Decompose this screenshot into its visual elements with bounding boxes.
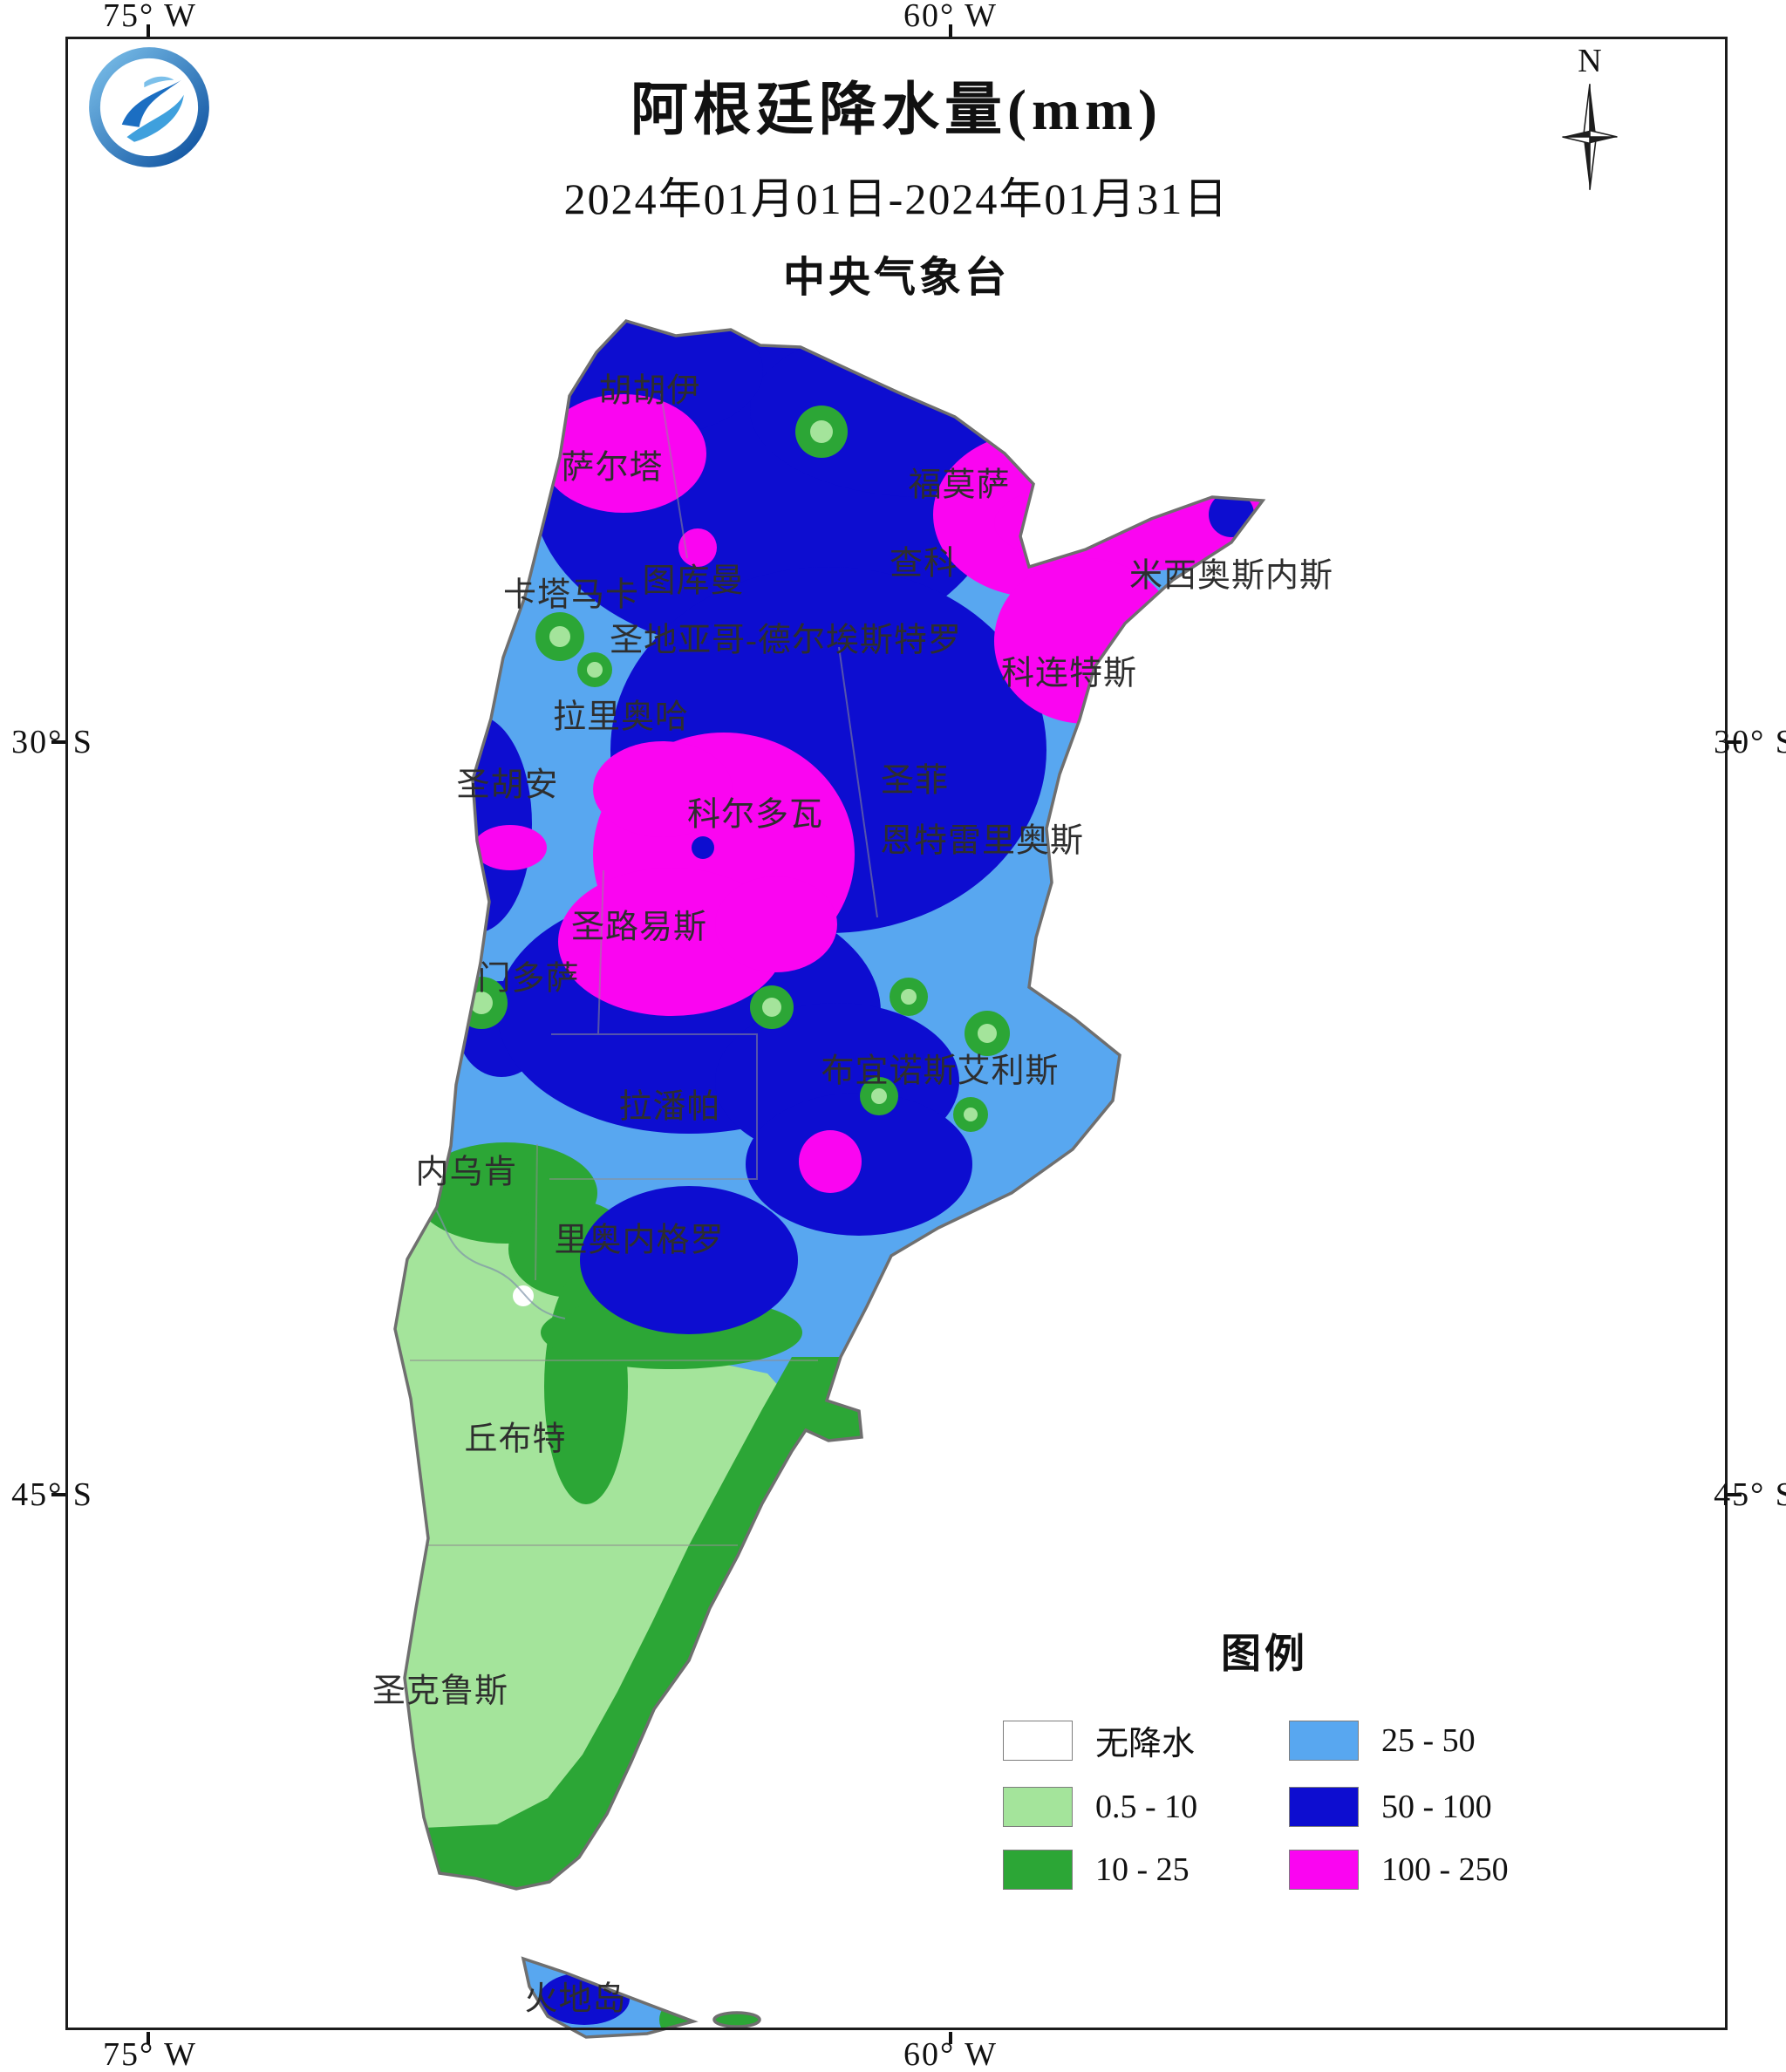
grat-label-bottom-60w: 60° W: [903, 2036, 998, 2072]
province-label-santiago-del-estero: 圣地亚哥-德尔埃斯特罗: [610, 622, 962, 659]
tick-bottom-75w: [147, 2032, 150, 2044]
province-label-buenos-aires: 布宜诺斯艾利斯: [821, 1053, 1060, 1090]
province-label-catamarca: 卡塔马卡: [502, 576, 640, 614]
green-spot-cores: [470, 420, 997, 1121]
legend-item-25-50: 25 - 50: [1289, 1716, 1535, 1764]
grat-label-right-30s: 30° S: [1714, 724, 1786, 760]
province-label-rio-negro: 里奥内格罗: [554, 1222, 725, 1259]
province-label-la-rioja: 拉里奥哈: [552, 699, 690, 736]
province-label-santa-fe: 圣菲: [880, 762, 950, 800]
grat-label-right-45s: 45° S: [1714, 1476, 1786, 1513]
tick-top-75w: [147, 24, 150, 37]
map-agency: 中央气象台: [782, 255, 1010, 301]
province-label-tucuman: 图库曼: [642, 562, 745, 600]
tick-left-30s: [51, 740, 65, 744]
legend-swatch-100-250: [1289, 1850, 1359, 1890]
province-label-jujuy: 胡胡伊: [598, 372, 701, 410]
compass-rose-icon: [1562, 84, 1618, 190]
tick-right-45s: [1728, 1493, 1742, 1496]
province-label-misiones: 米西奥斯内斯: [1128, 557, 1334, 595]
province-borders: [405, 393, 878, 1546]
title-block: 阿根廷降水量(mm) 2024年01月01日-2024年01月31日 中央气象台: [65, 63, 1728, 303]
legend-item-50-100: 50 - 100: [1289, 1787, 1535, 1827]
tick-top-60w: [949, 24, 952, 37]
legend-item-100-250: 100 - 250: [1289, 1850, 1535, 1890]
legend-label-25-50: 25 - 50: [1381, 1721, 1476, 1759]
legend-grid: 无降水 0.5 - 10 10 - 25 25 - 50 50 - 100 10…: [1003, 1716, 1526, 1890]
legend-label-0p5-10: 0.5 - 10: [1095, 1789, 1198, 1825]
province-label-entre-rios: 恩特雷里奥斯: [879, 822, 1085, 860]
legend-item-10-25: 10 - 25: [1003, 1850, 1249, 1890]
province-label-mendoza: 门多萨: [477, 960, 580, 998]
grat-label-left-30s: 30° S: [11, 724, 93, 760]
map-title: 阿根廷降水量(mm): [631, 78, 1162, 142]
legend-label-none: 无降水: [1095, 1726, 1196, 1762]
legend-label-50-100: 50 - 100: [1381, 1789, 1492, 1825]
legend-swatch-25-50: [1289, 1720, 1359, 1761]
legend-item-none: 无降水: [1003, 1716, 1249, 1764]
legend-swatch-0p5-10: [1003, 1787, 1073, 1827]
grat-label-left-45s: 45° S: [11, 1476, 93, 1513]
province-label-salta: 萨尔塔: [561, 449, 664, 487]
province-label-corrientes: 科连特斯: [1000, 655, 1138, 692]
agency-logo-icon: [89, 47, 209, 167]
province-label-chaco: 查科: [889, 545, 958, 583]
province-label-santa-cruz: 圣克鲁斯: [372, 1673, 509, 1710]
province-label-formosa: 福莫萨: [908, 467, 1011, 504]
compass-north-label: N: [1578, 43, 1602, 79]
province-label-tierra-del-fuego: 火地岛: [524, 1980, 627, 2018]
compass: N: [1542, 42, 1638, 198]
legend-item-0p5-10: 0.5 - 10: [1003, 1787, 1249, 1827]
tick-bottom-60w: [949, 2032, 952, 2044]
legend-label-10-25: 10 - 25: [1095, 1851, 1190, 1888]
province-label-san-luis: 圣路易斯: [570, 909, 708, 946]
legend: 图例 无降水 0.5 - 10 10 - 25 25 - 50 50 - 100: [1003, 1622, 1526, 1890]
grat-label-bottom-75w: 75° W: [103, 2036, 197, 2072]
province-label-cordoba: 科尔多瓦: [686, 796, 824, 834]
legend-swatch-none: [1003, 1720, 1073, 1761]
grat-label-top-60w: 60° W: [903, 0, 998, 34]
province-label-la-pampa: 拉潘帕: [618, 1088, 721, 1126]
legend-title: 图例: [1221, 1631, 1308, 1676]
tick-left-45s: [51, 1493, 65, 1496]
legend-label-100-250: 100 - 250: [1381, 1851, 1509, 1888]
legend-swatch-10-25: [1003, 1850, 1073, 1890]
grat-label-top-75w: 75° W: [103, 0, 197, 34]
province-label-chubut: 丘布特: [464, 1421, 567, 1458]
map-date-range: 2024年01月01日-2024年01月31日: [563, 174, 1230, 223]
legend-swatch-50-100: [1289, 1787, 1359, 1827]
province-label-neuquen: 内乌肯: [415, 1154, 518, 1191]
province-label-san-juan: 圣胡安: [456, 767, 559, 804]
agency-logo: [87, 45, 211, 169]
tick-right-30s: [1728, 740, 1742, 744]
